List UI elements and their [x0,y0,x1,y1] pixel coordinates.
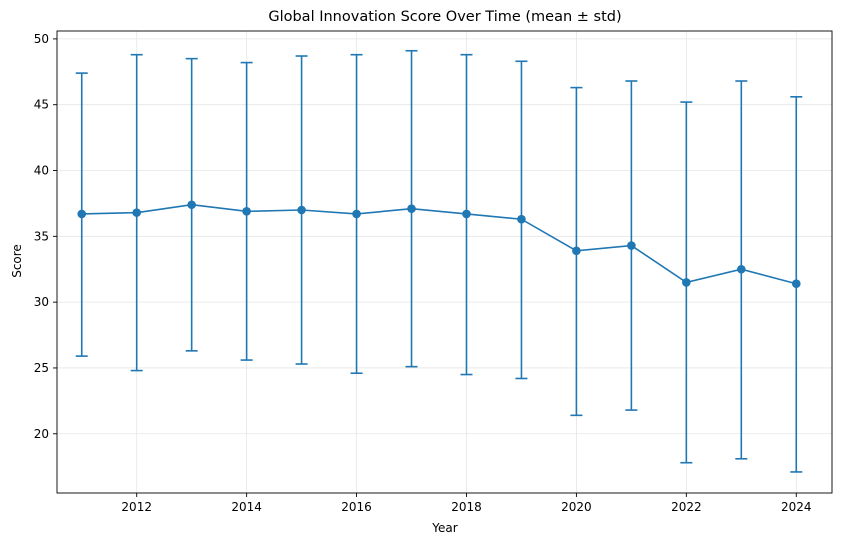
data-point [627,241,636,250]
x-tick-label: 2012 [121,500,152,514]
plot-frame [56,30,833,494]
y-tick-label: 45 [34,98,49,112]
x-tick-label: 2016 [341,500,372,514]
x-tick-label: 2014 [231,500,262,514]
data-point [77,209,87,219]
series-line [81,203,797,285]
data-point [352,209,361,219]
data-point [682,278,691,287]
grid [57,31,832,493]
y-tick-label: 25 [34,361,49,375]
y-tick-label: 50 [34,32,49,46]
data-point [791,279,801,289]
chart-title: Global Innovation Score Over Time (mean … [268,9,621,25]
x-tick-label: 2022 [671,500,702,514]
series-layer [75,49,803,473]
y-tick-label: 30 [34,295,49,309]
data-point [242,207,251,216]
data-point [572,246,581,256]
x-axis-label: Year [431,521,457,535]
data-point [297,205,306,215]
x-tick-label: 2018 [451,500,482,514]
data-point [737,264,746,274]
data-point [407,204,416,213]
data-point [517,214,526,224]
data-point [462,209,471,219]
data-point [187,200,196,210]
y-tick-label: 20 [34,427,49,441]
axes: 2012 2014 2016 2018 2020 2022 2024 20 25 30 35 40 45… [34,30,833,514]
x-tick-label: 2020 [561,500,592,514]
y-axis-label: Score [10,244,24,278]
y-tick-label: 40 [34,164,49,178]
x-tick-label: 2024 [781,500,812,514]
y-tick-label: 35 [34,229,49,243]
data-point [132,208,141,217]
